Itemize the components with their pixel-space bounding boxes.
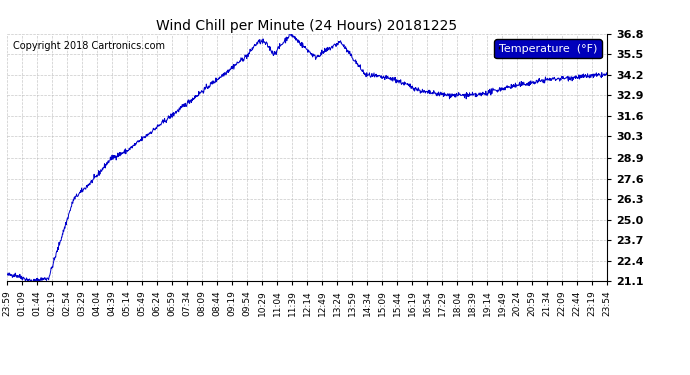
Title: Wind Chill per Minute (24 Hours) 20181225: Wind Chill per Minute (24 Hours) 2018122…	[157, 19, 457, 33]
Legend: Temperature  (°F): Temperature (°F)	[494, 39, 602, 58]
Text: Copyright 2018 Cartronics.com: Copyright 2018 Cartronics.com	[13, 41, 165, 51]
